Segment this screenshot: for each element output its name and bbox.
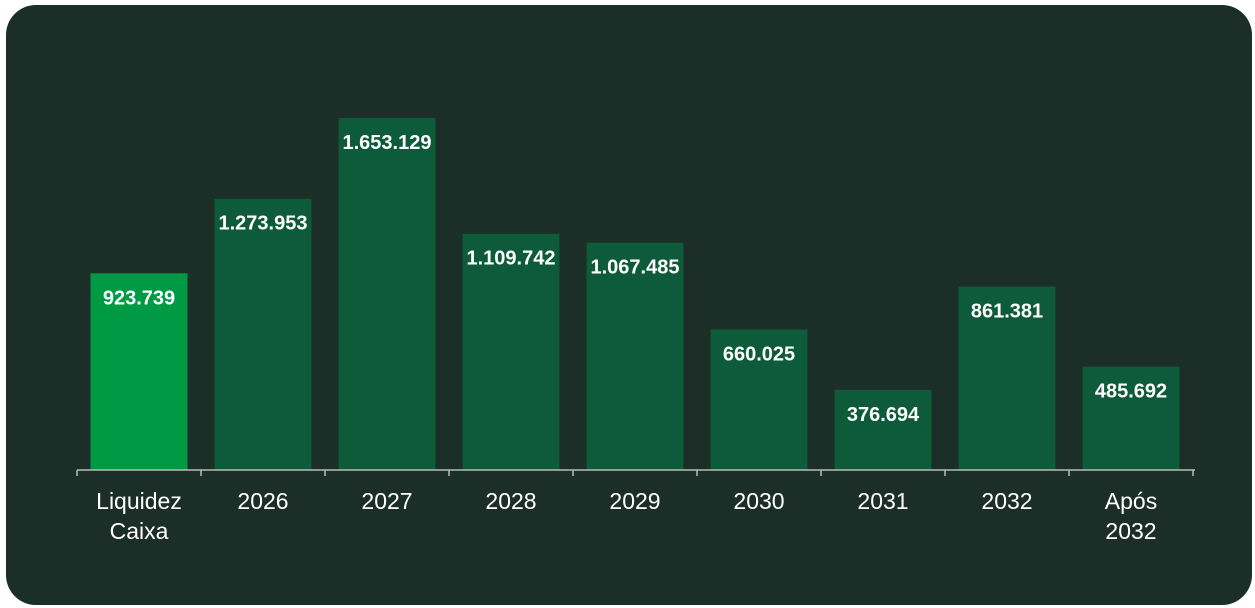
bar-1	[214, 198, 312, 470]
x-tick-label-line: 2030	[733, 488, 784, 514]
x-tick-label-line: 2028	[485, 488, 536, 514]
bar-0	[90, 273, 188, 470]
x-tick-label-line: 2027	[361, 488, 412, 514]
data-label-4: 1.067.485	[591, 257, 680, 279]
bar-7	[958, 286, 1056, 470]
x-tick-label-7: 2032	[981, 488, 1032, 514]
data-label-8: 485.692	[1095, 381, 1167, 403]
x-tick-label-4: 2029	[609, 488, 660, 514]
data-label-6: 376.694	[847, 404, 920, 426]
bar-8	[1082, 366, 1180, 470]
bar-chart: 923.739 1.273.953 1.653.129 1.109.742 1.067.…	[76, 118, 1195, 544]
bar-2	[338, 118, 436, 470]
data-label-3: 1.109.742	[467, 248, 556, 270]
x-tick-label-0: Liquidez Caixa	[96, 488, 182, 544]
bar-3	[462, 233, 560, 470]
x-tick-label-line: Caixa	[110, 518, 169, 544]
x-tick-label-line: 2026	[237, 488, 288, 514]
x-tick-label-1: 2026	[237, 488, 288, 514]
chart-panel: 923.739 1.273.953 1.653.129 1.109.742 1.067.…	[6, 5, 1252, 605]
x-tick-labels: Liquidez Caixa 2026 2027 2028 2029 2030 2031 203…	[96, 488, 1157, 544]
x-tick-label-3: 2028	[485, 488, 536, 514]
x-tick-label-6: 2031	[857, 488, 908, 514]
data-label-7: 861.381	[971, 301, 1043, 323]
x-tick-label-line: 2032	[1105, 518, 1156, 544]
bar-5	[710, 329, 808, 470]
bar-6	[834, 389, 932, 470]
data-label-5: 660.025	[723, 343, 795, 365]
x-tick-label-5: 2030	[733, 488, 784, 514]
x-tick-label-line: Após	[1105, 488, 1157, 514]
x-tick-label-line: 2032	[981, 488, 1032, 514]
x-tick-label-2: 2027	[361, 488, 412, 514]
x-axis	[76, 469, 1195, 476]
data-label-1: 1.273.953	[219, 213, 308, 235]
data-labels: 923.739 1.273.953 1.653.129 1.109.742 1.067.…	[103, 132, 1167, 426]
x-tick-label-line: 2029	[609, 488, 660, 514]
data-label-2: 1.653.129	[343, 132, 432, 154]
data-label-0: 923.739	[103, 287, 175, 309]
x-tick-label-line: 2031	[857, 488, 908, 514]
bar-4	[586, 242, 684, 470]
bars-group	[90, 118, 1180, 470]
x-tick-label-8: Após 2032	[1105, 488, 1157, 544]
x-tick-label-line: Liquidez	[96, 488, 182, 514]
